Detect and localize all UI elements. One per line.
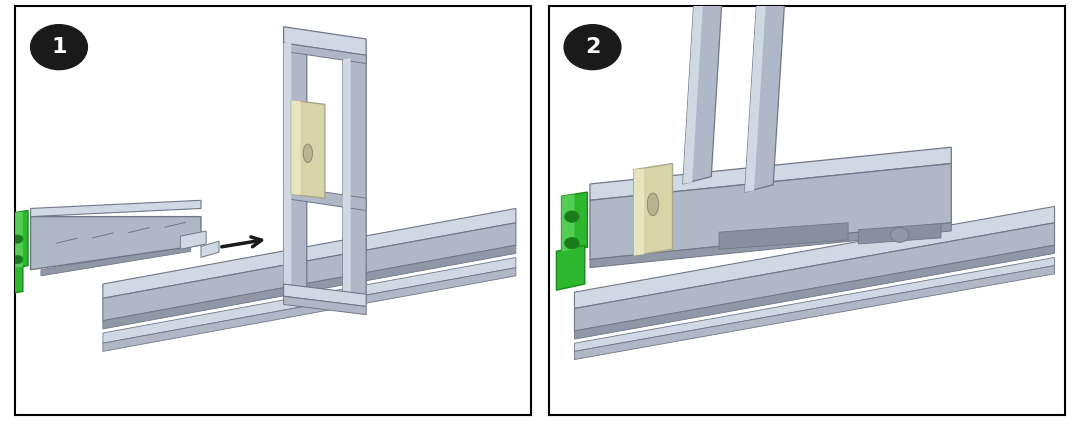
Polygon shape: [683, 0, 725, 184]
Circle shape: [565, 237, 579, 249]
Polygon shape: [103, 223, 516, 321]
Polygon shape: [292, 100, 325, 198]
Polygon shape: [590, 223, 951, 268]
Polygon shape: [683, 0, 705, 184]
Polygon shape: [745, 0, 786, 192]
Polygon shape: [284, 42, 292, 296]
Circle shape: [890, 228, 909, 242]
Text: 1: 1: [51, 37, 67, 57]
Circle shape: [565, 211, 579, 222]
Polygon shape: [343, 55, 366, 304]
Text: 2: 2: [585, 37, 600, 57]
Polygon shape: [575, 266, 1054, 360]
Polygon shape: [575, 258, 1054, 352]
Polygon shape: [719, 223, 848, 249]
Circle shape: [30, 25, 87, 69]
Polygon shape: [859, 224, 941, 244]
Polygon shape: [575, 223, 1054, 331]
Polygon shape: [103, 245, 516, 329]
Polygon shape: [634, 168, 644, 256]
Circle shape: [13, 235, 23, 243]
Polygon shape: [180, 231, 206, 249]
Polygon shape: [284, 284, 366, 306]
Polygon shape: [292, 100, 300, 195]
Polygon shape: [15, 210, 28, 268]
Polygon shape: [8, 266, 23, 294]
Polygon shape: [562, 192, 588, 251]
Polygon shape: [103, 208, 516, 298]
Polygon shape: [103, 258, 516, 343]
Polygon shape: [30, 217, 201, 270]
Circle shape: [564, 25, 621, 69]
Polygon shape: [343, 58, 351, 304]
Polygon shape: [634, 163, 673, 256]
Polygon shape: [590, 163, 951, 259]
Polygon shape: [590, 147, 951, 200]
Ellipse shape: [647, 193, 659, 216]
Polygon shape: [201, 241, 219, 258]
Polygon shape: [15, 212, 23, 268]
Polygon shape: [284, 27, 366, 55]
Circle shape: [13, 256, 23, 264]
Polygon shape: [556, 245, 584, 290]
Polygon shape: [284, 43, 366, 64]
Polygon shape: [41, 245, 191, 276]
Polygon shape: [575, 206, 1054, 309]
Ellipse shape: [303, 144, 312, 163]
Polygon shape: [562, 194, 575, 251]
Polygon shape: [30, 200, 201, 217]
Polygon shape: [284, 186, 366, 210]
Polygon shape: [745, 0, 767, 192]
Polygon shape: [284, 39, 307, 296]
Polygon shape: [284, 296, 366, 314]
Polygon shape: [575, 245, 1054, 339]
Polygon shape: [103, 268, 516, 352]
